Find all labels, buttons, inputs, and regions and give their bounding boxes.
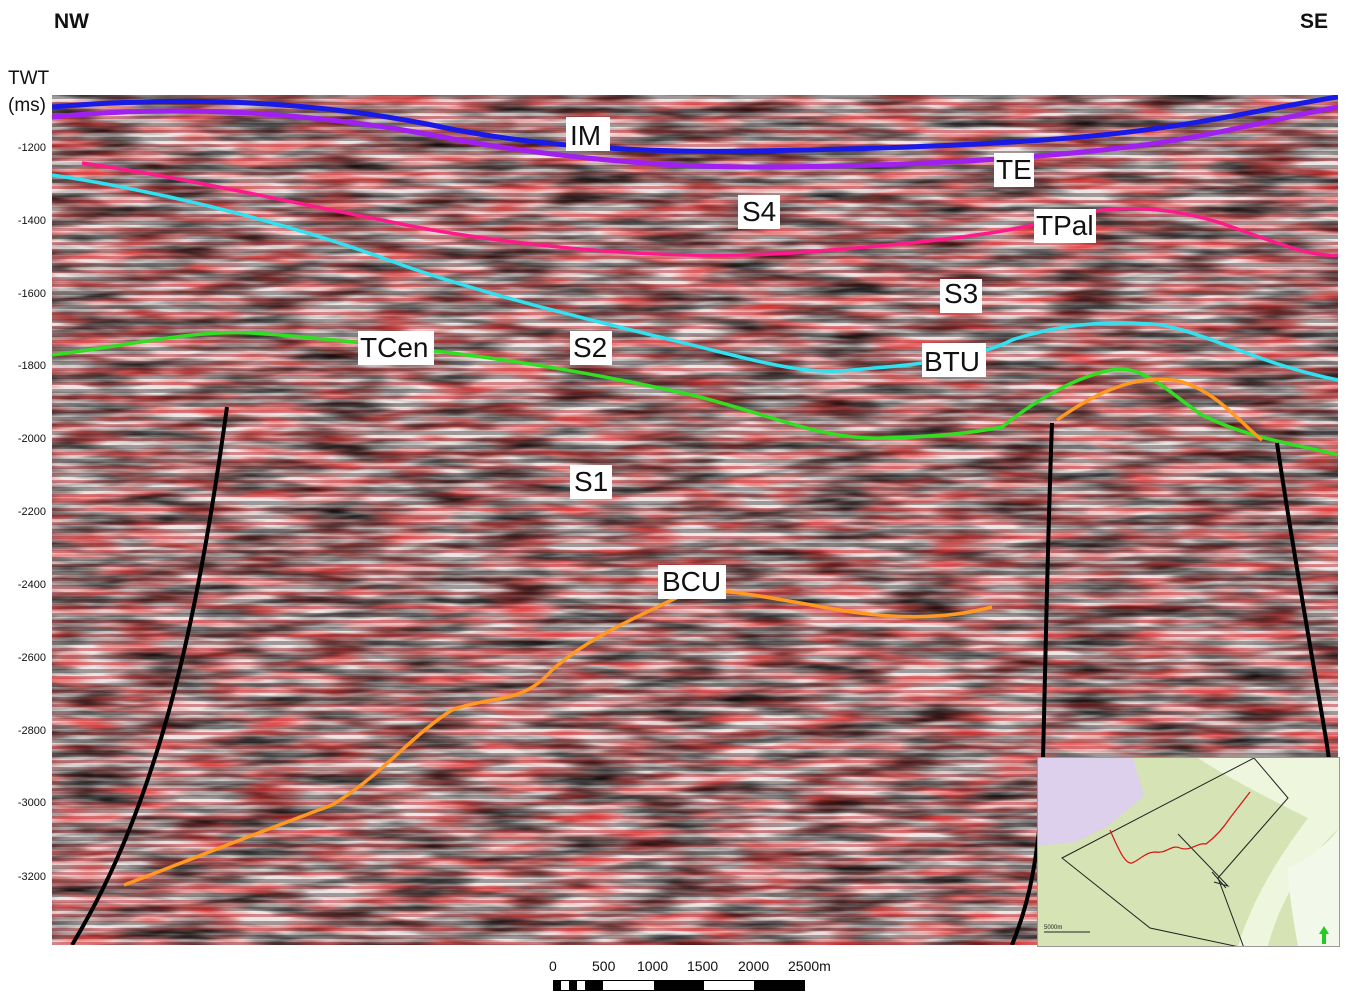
scale-bar-label: 2000 xyxy=(738,958,770,974)
axis-title-twt: TWT xyxy=(8,68,50,89)
corner-label-nw: NW xyxy=(54,10,89,33)
horizon-label-btu: BTU xyxy=(922,343,986,377)
axis-tick: -2600 xyxy=(17,652,46,664)
axis-tick: -2000 xyxy=(17,433,46,445)
axis-tick: -1800 xyxy=(17,360,46,372)
inset-location-map: 5000m xyxy=(1037,757,1340,947)
horizon-label-s2: S2 xyxy=(570,331,612,365)
horizon-label-s3: S3 xyxy=(940,278,982,313)
inset-section-trace xyxy=(1109,791,1251,864)
svg-text:S4: S4 xyxy=(742,196,776,227)
horizon-bcu-east-line xyxy=(1055,377,1264,442)
inset-tie-line xyxy=(1177,833,1230,889)
axis-tick: -1200 xyxy=(17,142,46,154)
horizon-label-te: TE xyxy=(994,153,1034,187)
horizon-btu-line xyxy=(52,173,1338,382)
scale-bar xyxy=(553,980,805,991)
scale-bar-label: 2500m xyxy=(788,958,831,974)
seismic-section: IM TE S4 TPal S3 S2 BTU TCen S1 BCU xyxy=(52,95,1338,945)
axis-tick: -3200 xyxy=(17,871,46,883)
inset-scale-label: 5000m xyxy=(1044,925,1062,931)
horizon-label-bcu: BCU xyxy=(658,565,726,599)
horizon-tcen-line xyxy=(52,330,1338,457)
svg-text:TPal: TPal xyxy=(1036,210,1094,241)
horizon-tpal-line xyxy=(81,161,1338,257)
axis-tick: -2200 xyxy=(17,506,46,518)
scale-bar-label: 1500 xyxy=(687,958,719,974)
horizon-im-line xyxy=(52,95,1338,154)
inset-purple-area xyxy=(1038,758,1144,846)
svg-text:S2: S2 xyxy=(573,332,607,363)
scale-bar-label: 0 xyxy=(549,958,557,974)
horizon-label-tpal: TPal xyxy=(1034,209,1096,243)
svg-text:TCen: TCen xyxy=(360,332,428,363)
inset-light-zone-east xyxy=(1288,828,1339,946)
scale-bar-label: 500 xyxy=(592,958,616,974)
axis-tick: -2400 xyxy=(17,579,46,591)
north-arrow-icon xyxy=(1319,926,1329,944)
axis-tick: -3000 xyxy=(17,797,46,809)
svg-text:S1: S1 xyxy=(574,466,608,497)
horizon-label-im: IM xyxy=(566,117,610,151)
scale-bar-label: 1000 xyxy=(637,958,669,974)
svg-text:BCU: BCU xyxy=(662,566,721,597)
svg-text:IM: IM xyxy=(570,120,601,151)
inset-survey-outline xyxy=(1061,758,1289,946)
svg-text:TE: TE xyxy=(996,154,1032,185)
svg-text:S3: S3 xyxy=(944,278,978,309)
corner-label-se: SE xyxy=(1300,10,1329,33)
axis-tick: -1400 xyxy=(17,215,46,227)
horizon-bcu-line xyxy=(123,589,993,887)
fault-line-west xyxy=(70,406,229,945)
fault-line-central xyxy=(1010,422,1054,945)
axis-tick: -1600 xyxy=(17,288,46,300)
horizon-te-line xyxy=(52,104,1338,170)
horizon-label-tcen: TCen xyxy=(358,331,434,365)
axis-title-units: (ms) xyxy=(8,95,46,116)
inset-light-zone xyxy=(1198,758,1339,946)
horizon-label-s1: S1 xyxy=(570,465,612,499)
svg-text:BTU: BTU xyxy=(924,346,980,377)
axis-tick: -2800 xyxy=(17,725,46,737)
horizon-label-s4: S4 xyxy=(738,195,780,229)
